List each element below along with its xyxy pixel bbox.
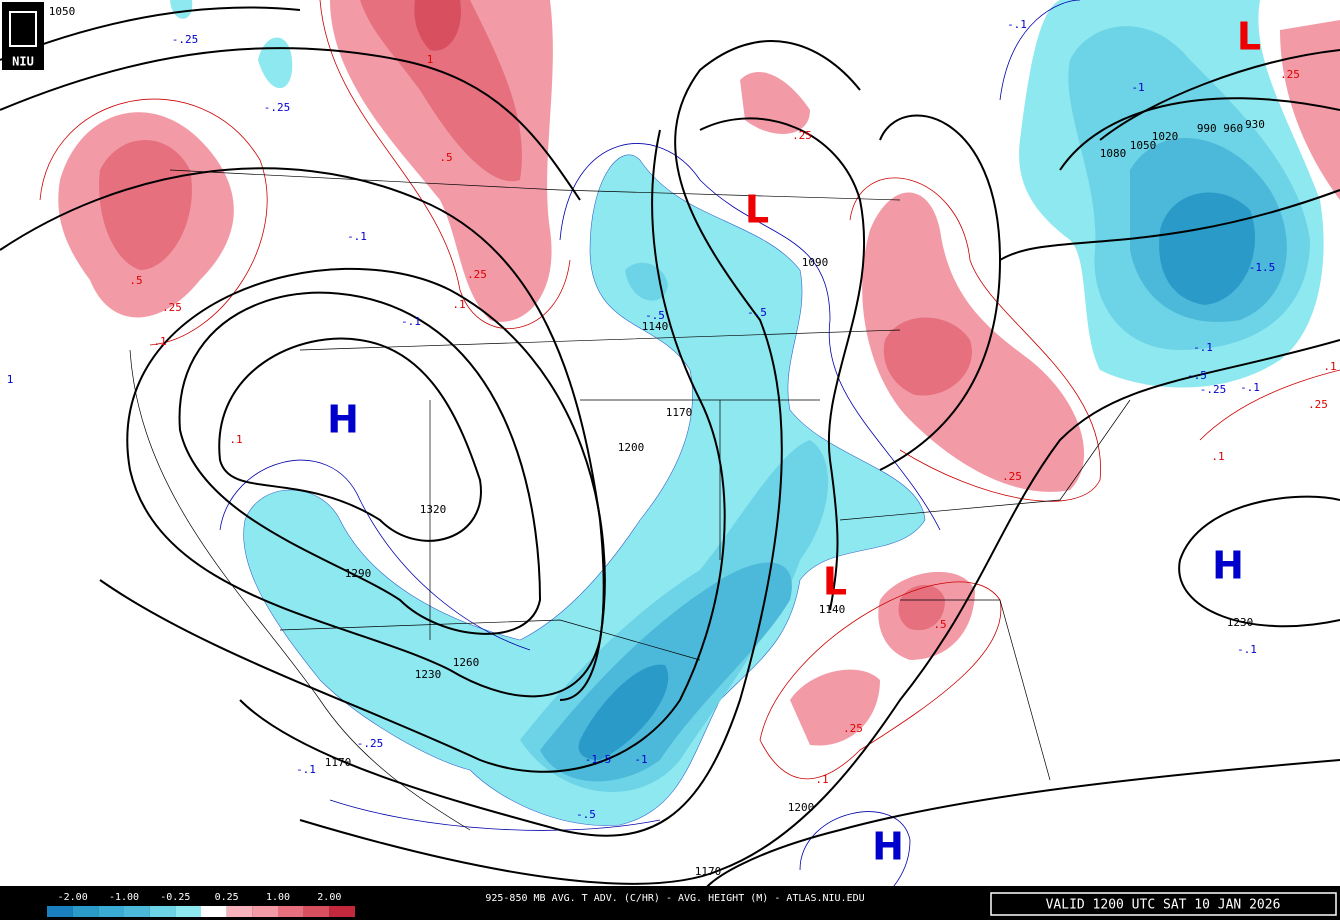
boundaries [129, 169, 1131, 831]
cold-label: -.1 [1007, 18, 1027, 31]
cold-label: -.5 [645, 309, 665, 322]
high-center: H [872, 825, 904, 869]
warm-label: .1 [1211, 450, 1224, 463]
warm-label: .5 [129, 274, 142, 287]
height-label: 1200 [788, 801, 815, 814]
colorbar-swatch [47, 906, 73, 917]
colorbar-swatch [278, 906, 304, 917]
cold-label: -1 [1131, 81, 1144, 94]
warm-label: 1 [427, 53, 434, 66]
colorbar-swatch [226, 906, 253, 917]
warm-label: .25 [162, 301, 182, 314]
labels: H H H L L L 1050 1320 1290 1260 1230 1200 1170 1140 10… [7, 5, 1337, 878]
warm-shading [58, 0, 1340, 746]
warm-label: .1 [452, 298, 465, 311]
height-label: 1260 [453, 656, 480, 669]
cold-label: -1 [634, 753, 647, 766]
footer-title: 925-850 MB AVG. T ADV. (C/HR) - AVG. HEI… [485, 893, 864, 904]
colorbar-swatch [329, 906, 355, 917]
height-label: 1230 [415, 668, 442, 681]
cold-label: -1.5 [585, 753, 612, 766]
high-center: H [327, 398, 359, 442]
colorbar-swatch [252, 906, 278, 917]
height-label: 1290 [345, 567, 372, 580]
height-label: 1170 [325, 756, 352, 769]
cold-label: -.1 [296, 763, 316, 776]
warm-label: .5 [933, 618, 946, 631]
height-label: 1090 [802, 256, 829, 269]
colorbar-label: -2.00 [58, 892, 88, 903]
colorbar-label: 0.25 [215, 892, 239, 903]
colorbar-swatch [303, 906, 330, 917]
cold-label: -.25 [172, 33, 199, 46]
cold-label: -.1 [347, 230, 367, 243]
cold-label: 1 [7, 373, 14, 386]
height-label: 1050 [49, 5, 76, 18]
height-label: 1320 [420, 503, 447, 516]
colorbar-swatch [72, 906, 99, 917]
colorbar-swatch [175, 906, 201, 917]
colorbar-label: 2.00 [317, 892, 341, 903]
height-label: 1080 [1100, 147, 1127, 160]
height-label: 1170 [695, 865, 722, 878]
warm-label: .5 [439, 151, 452, 164]
height-label: 1050 [1130, 139, 1157, 152]
logo-text: NIU [12, 55, 34, 69]
cold-label: -.5 [1187, 369, 1207, 382]
height-label: 1140 [642, 320, 669, 333]
height-label: 1170 [666, 406, 693, 419]
height-label: 1230 [1227, 616, 1254, 629]
colorbar-label: -1.00 [109, 892, 139, 903]
warm-label: .25 [792, 129, 812, 142]
height-label: 990 960 [1197, 122, 1243, 135]
cold-label: -.1 [1193, 341, 1213, 354]
colorbar-swatch [124, 906, 150, 917]
warm-label: .1 [1323, 360, 1336, 373]
warm-label: .25 [1308, 398, 1328, 411]
colorbar-swatch [201, 906, 227, 917]
warm-label: .1 [153, 335, 166, 348]
low-center: L [745, 188, 769, 232]
logo-icon [9, 11, 37, 47]
warm-label: .25 [1002, 470, 1022, 483]
cold-label: -.5 [576, 808, 596, 821]
cold-label: -.1 [1240, 381, 1260, 394]
valid-box [990, 892, 1337, 916]
valid-time: VALID 1200 UTC SAT 10 JAN 2026 [1046, 898, 1281, 913]
low-center: L [823, 560, 847, 604]
warm-label: .25 [843, 722, 863, 735]
height-label: 1200 [618, 441, 645, 454]
colorbar-label: 1.00 [266, 892, 290, 903]
cold-label: -.25 [1200, 383, 1227, 396]
warm-label: .1 [229, 433, 242, 446]
colorbar-swatch [98, 906, 124, 917]
warm-label: .25 [467, 268, 487, 281]
colorbar-label: -0.25 [160, 892, 190, 903]
height-label: 1020 [1152, 130, 1179, 143]
logo: NIU [2, 2, 44, 70]
colorbar-swatch [149, 906, 176, 917]
cold-label: -.5 [747, 306, 767, 319]
cold-label: -.25 [357, 737, 384, 750]
cold-shading [170, 0, 1324, 826]
cold-label: -.25 [264, 101, 291, 114]
cold-label: -.1 [1237, 643, 1257, 656]
colorbar: -2.00 -1.00 -0.25 0.25 1.00 2.00 [47, 892, 355, 917]
cold-label: -1.5 [1249, 261, 1276, 274]
advection-contours [39, 0, 1340, 911]
height-label: 930 [1245, 118, 1265, 131]
low-center: L [1237, 15, 1261, 59]
cold-label: -.1 [401, 315, 421, 328]
height-label: 1140 [819, 603, 846, 616]
warm-label: .25 [1280, 68, 1300, 81]
warm-label: .1 [815, 773, 828, 786]
high-center: H [1212, 544, 1244, 588]
